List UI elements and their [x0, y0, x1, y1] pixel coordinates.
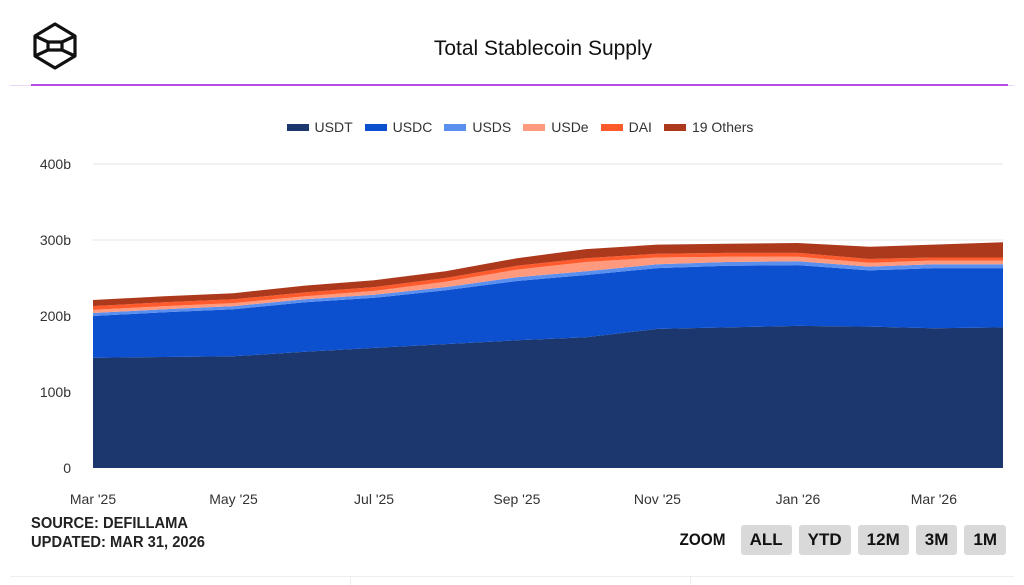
bottom-separator	[350, 577, 351, 585]
legend-item[interactable]: 19 Others	[663, 119, 754, 135]
y-tick-label: 200b	[40, 308, 71, 324]
legend-item[interactable]: USDe	[523, 119, 589, 135]
stacked-area-chart: 0 100b 200b 300b 400b Mar '25 May '25 Jul '25 Se…	[40, 156, 1003, 507]
area-dai[interactable]	[93, 252, 1003, 310]
header-divider	[31, 84, 1008, 86]
area-usdt[interactable]	[93, 325, 1003, 468]
area-19-others[interactable]	[93, 242, 1003, 307]
bottom-separator	[690, 577, 691, 585]
zoom-3m-button[interactable]: 3M	[915, 525, 958, 555]
y-tick-label: 400b	[40, 156, 71, 172]
zoom-controls: ZOOM ALL YTD 12M 3M 1M	[677, 525, 1006, 555]
x-tick-label: Jan '26	[776, 491, 821, 507]
y-tick-label: 0	[63, 460, 71, 476]
legend-swatch	[364, 123, 387, 131]
legend-swatch	[286, 123, 309, 131]
legend-item[interactable]: DAI	[600, 119, 652, 135]
source-info: SOURCE: DEFILLAMA UPDATED: MAR 31, 2026	[31, 514, 205, 552]
logo-icon	[33, 22, 77, 70]
legend-label: USDS	[472, 119, 512, 135]
source-text: SOURCE: DEFILLAMA	[31, 515, 189, 532]
y-tick-label: 100b	[40, 384, 71, 400]
zoom-all-button[interactable]: ALL	[740, 525, 792, 555]
legend-label: 19 Others	[691, 119, 754, 135]
legend-swatch	[600, 123, 623, 131]
legend-swatch	[663, 123, 686, 131]
area-usdc[interactable]	[93, 265, 1003, 358]
area-usds[interactable]	[93, 261, 1003, 316]
legend-label: USDe	[551, 119, 589, 135]
zoom-1m-button[interactable]: 1M	[964, 525, 1006, 555]
legend-item[interactable]: USDT	[286, 119, 353, 135]
x-tick-label: Nov '25	[634, 491, 681, 507]
x-tick-label: Sep '25	[493, 491, 540, 507]
x-tick-label: Mar '26	[911, 491, 957, 507]
legend-label: USDC	[392, 119, 433, 135]
legend-item[interactable]: USDS	[444, 119, 511, 135]
legend-label: DAI	[628, 119, 652, 135]
x-tick-label: Jul '25	[354, 491, 394, 507]
legend-label: USDT	[314, 119, 353, 135]
chart-title: Total Stablecoin Supply	[433, 37, 653, 60]
zoom-12m-button[interactable]: 12M	[857, 525, 909, 555]
area-usde[interactable]	[93, 256, 1003, 313]
zoom-ytd-button[interactable]: YTD	[798, 525, 851, 555]
chart-legend: USDT USDC USDS USDe DAI 19 Others	[0, 119, 1024, 135]
legend-swatch	[444, 123, 467, 131]
updated-text: UPDATED: MAR 31, 2026	[31, 534, 205, 551]
y-tick-label: 300b	[40, 232, 71, 248]
bottom-divider	[10, 576, 1014, 577]
x-tick-label: Mar '25	[70, 491, 116, 507]
zoom-label: ZOOM	[679, 530, 726, 549]
x-tick-label: May '25	[209, 491, 258, 507]
legend-swatch	[523, 123, 546, 131]
legend-item[interactable]: USDC	[364, 119, 433, 135]
